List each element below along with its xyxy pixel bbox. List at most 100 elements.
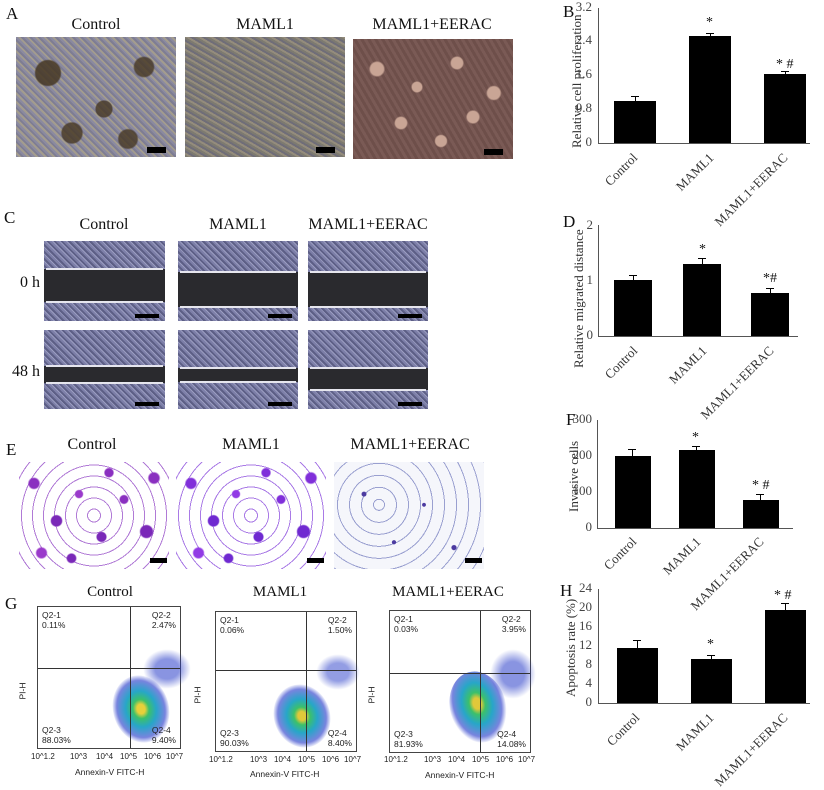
ytick: 200: [572, 447, 593, 462]
q3-label: Q2-3: [394, 729, 413, 739]
panel-letter-b: B: [563, 2, 575, 21]
panel-e-title-maml1: MAML1: [222, 436, 280, 453]
flow-xtick: 10^1.2: [209, 755, 233, 764]
wound-48h-maml1-eerac: [308, 330, 428, 409]
category-label: MAML1+EERAC: [711, 710, 791, 790]
flow-xtick: 10^3: [70, 752, 88, 761]
panel-a-title-maml1-eerac: MAML1+EERAC: [372, 16, 492, 33]
ytick: 0: [585, 694, 593, 709]
panel-letter-a: A: [6, 4, 19, 23]
transwell-control: [19, 462, 169, 569]
micrograph-a-maml1-eerac: [353, 39, 513, 159]
significance-marker: *#: [763, 271, 777, 286]
q1-label: Q2-1: [42, 610, 61, 620]
q2-value: 1.50%: [327, 625, 352, 635]
bar-maml1: [679, 450, 715, 528]
ytick: 20: [579, 599, 592, 614]
flow-xtick: 10^3: [424, 755, 442, 764]
flow-plot-maml1: Q2-1 0.06% Q2-2 1.50% Q2-3 90.03% Q2-4 8.40%: [215, 611, 360, 756]
wound-48h-control: [44, 330, 165, 409]
bar-maml1: [689, 36, 731, 143]
q2-label: Q2-2: [327, 615, 347, 625]
q3-value: 90.03%: [220, 738, 249, 748]
ytick: 4: [585, 675, 593, 690]
flow-xtick: 10^5: [472, 755, 490, 764]
q2-label: Q2-2: [151, 610, 171, 620]
flow-xtick: 10^1.2: [31, 752, 55, 761]
scale-bar: [316, 147, 335, 153]
ytick: 1.6: [575, 66, 592, 81]
wound-48h-maml1: [178, 330, 298, 409]
significance-marker: * #: [776, 57, 794, 72]
flow-xlabel-maml1: Annexin-V FITC-H: [250, 769, 320, 779]
scale-bar: [484, 149, 503, 155]
category-label: Control: [603, 710, 643, 749]
q1-value: 0.03%: [394, 624, 419, 634]
chart-f-invasive-cells: Invasive cells 0 100 200 300 * * # Contr…: [566, 411, 793, 613]
ytick: 2: [586, 217, 594, 232]
wound-0h-maml1-eerac: [308, 241, 428, 321]
q3-label: Q2-3: [220, 728, 239, 738]
panel-c-col-maml1-eerac: MAML1+EERAC: [308, 216, 428, 233]
q4-label: Q2-4: [497, 729, 517, 739]
q4-value: 8.40%: [327, 738, 352, 748]
bar-control: [614, 280, 652, 336]
q2-value: 2.47%: [151, 620, 176, 630]
ytick: 3.2: [575, 0, 592, 14]
flow-plot-maml1-eerac: Q2-1 0.03% Q2-2 3.95% Q2-3 81.93% Q2-4 14.08…: [389, 610, 536, 753]
significance-marker: *: [699, 242, 706, 257]
chart-d-relative-migrated-distance: Relative migrated distance 0 1 2 * *# Co…: [571, 217, 798, 422]
ytick: 16: [579, 618, 592, 633]
q1-label: Q2-1: [394, 614, 413, 624]
flow-xtick: 10^6: [322, 755, 340, 764]
flow-title-maml1: MAML1: [252, 584, 308, 600]
ytick: 0: [585, 519, 593, 534]
ytick: 8: [585, 656, 593, 671]
category-label: MAML1: [672, 710, 717, 754]
q4-value: 14.08%: [497, 739, 526, 749]
flow-xtick: 10^7: [344, 755, 362, 764]
flow-xtick: 10^7: [518, 755, 536, 764]
panel-letter-e: E: [6, 440, 17, 459]
significance-marker: *: [707, 637, 714, 652]
panel-letter-c: C: [4, 208, 16, 227]
ytick: 0: [585, 134, 593, 149]
flow-xtick: 10^6: [496, 755, 514, 764]
ytick: 300: [572, 411, 593, 426]
panel-e-title-control: Control: [67, 436, 117, 453]
panel-e-title-maml1-eerac: MAML1+EERAC: [350, 436, 470, 453]
panel-a-title-control: Control: [71, 16, 121, 33]
ytick: 0: [586, 327, 594, 342]
flow-xtick: 10^7: [166, 752, 184, 761]
bar-control: [614, 101, 656, 143]
transwell-maml1-eerac: [334, 462, 484, 569]
ytick: 100: [572, 483, 593, 498]
bar-control: [617, 648, 658, 703]
panel-letter-g: G: [5, 594, 18, 613]
q3-value: 88.03%: [42, 735, 71, 745]
flow-title-maml1-eerac: MAML1+EERAC: [392, 584, 504, 600]
panel-c-row-0h: 0 h: [20, 274, 40, 291]
ytick: 0.8: [575, 100, 592, 115]
bar-maml1-eerac: [764, 74, 806, 143]
flow-xtick: 10^4: [274, 755, 292, 764]
q1-label: Q2-1: [220, 615, 239, 625]
panel-c-row-48h: 48 h: [12, 363, 40, 380]
significance-marker: *: [706, 15, 713, 30]
panel-a-title-maml1: MAML1: [236, 16, 294, 33]
flow-xtick: 10^5: [120, 752, 138, 761]
significance-marker: * #: [752, 478, 770, 493]
q4-label: Q2-4: [151, 725, 171, 735]
q3-value: 81.93%: [394, 739, 423, 749]
bar-control: [615, 456, 651, 528]
micrograph-a-maml1: [185, 37, 345, 157]
wound-0h-maml1: [178, 241, 298, 321]
flow-xtick: 10^3: [250, 755, 268, 764]
q4-value: 9.40%: [151, 735, 176, 745]
scale-bar: [147, 147, 166, 153]
micrograph-a-control: [16, 37, 176, 157]
ytick: 24: [579, 580, 592, 595]
wound-0h-control: [44, 241, 165, 321]
transwell-maml1: [176, 462, 326, 569]
